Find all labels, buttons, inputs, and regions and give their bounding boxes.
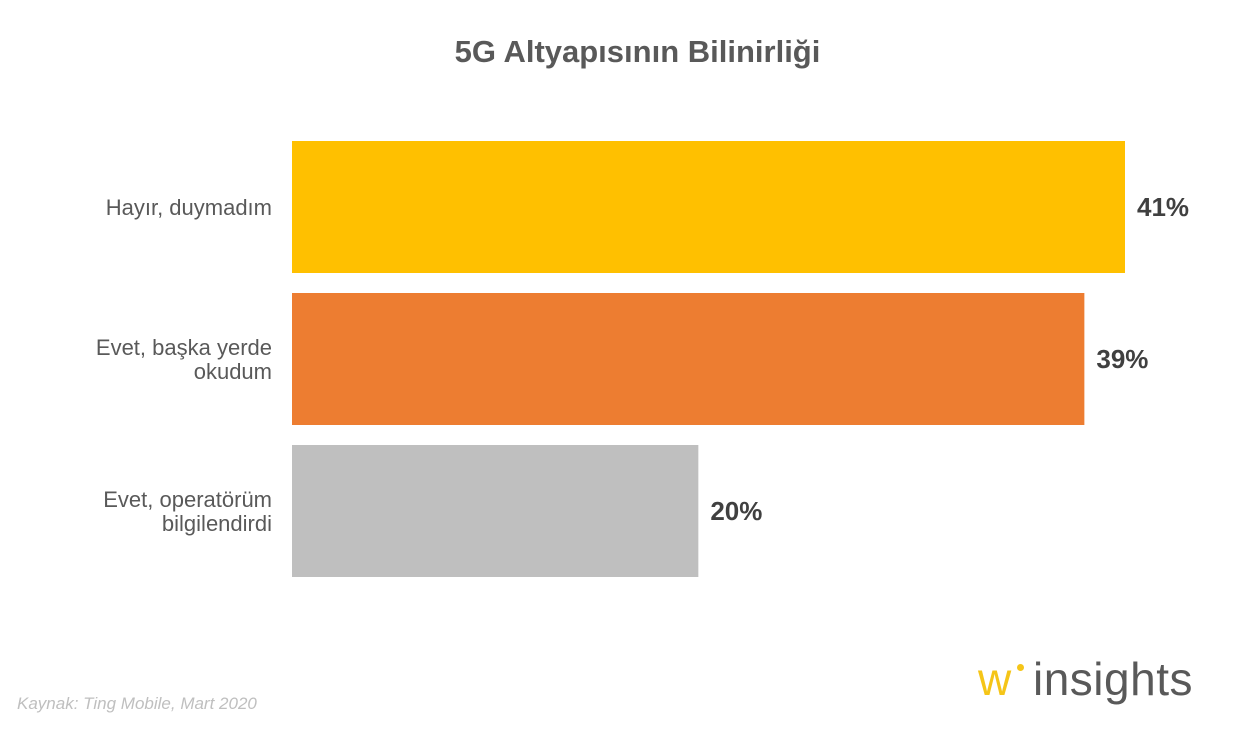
category-label-3-line-1: Evet, operatörüm bbox=[103, 487, 272, 512]
value-label-3: 20% bbox=[710, 496, 762, 526]
bar-2 bbox=[292, 293, 1085, 425]
value-label-1: 41% bbox=[1137, 192, 1189, 222]
value-label-2: 39% bbox=[1096, 344, 1148, 374]
source-note: Kaynak: Ting Mobile, Mart 2020 bbox=[17, 694, 257, 713]
category-label-3-line-2: bilgilendirdi bbox=[162, 511, 272, 536]
logo-mark: w bbox=[978, 653, 1012, 705]
bar-3 bbox=[292, 445, 699, 577]
bar-1 bbox=[292, 141, 1125, 273]
category-label-2-line-2: okudum bbox=[194, 359, 272, 384]
chart-title: 5G Altyapısının Bilinirliği bbox=[454, 34, 821, 69]
logo-text: insights bbox=[1033, 653, 1193, 705]
logo-dot-icon bbox=[1017, 664, 1024, 671]
category-label-2-line-1: Evet, başka yerde bbox=[96, 335, 272, 360]
category-label-1-line-1: Hayır, duymadım bbox=[106, 195, 272, 220]
